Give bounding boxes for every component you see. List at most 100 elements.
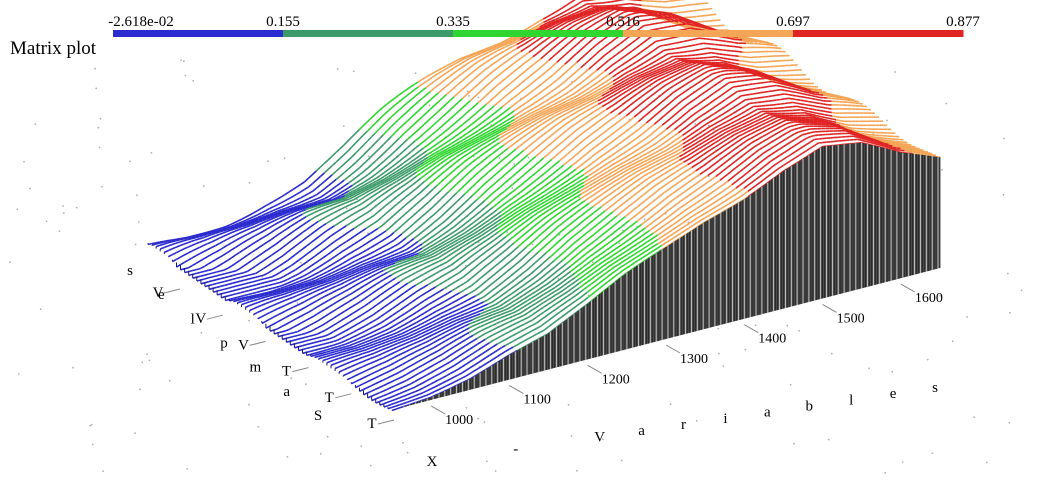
surface-line xyxy=(644,77,650,81)
surface-line xyxy=(433,226,439,231)
surface-line xyxy=(684,10,689,13)
surface-line xyxy=(432,211,438,216)
grid-dot xyxy=(267,160,269,163)
surface-line xyxy=(319,280,325,283)
surface-line xyxy=(486,131,492,136)
grid-dot xyxy=(137,221,140,223)
surface-line xyxy=(567,39,573,44)
surface-line xyxy=(304,186,310,190)
surface-line xyxy=(591,22,597,27)
surface-line xyxy=(465,61,470,66)
surface-line xyxy=(317,202,322,206)
surface-line xyxy=(577,104,583,109)
grid-dot xyxy=(150,152,153,154)
surface-line xyxy=(753,38,758,42)
surface-line xyxy=(398,259,404,263)
surface-line xyxy=(458,116,464,121)
surface-line xyxy=(625,93,631,97)
surface-line xyxy=(459,148,465,153)
surface-line xyxy=(576,82,582,87)
surface-line xyxy=(216,285,221,289)
surface-line xyxy=(317,212,323,217)
surface-line xyxy=(261,213,267,217)
surface-line xyxy=(251,257,256,262)
surface-line xyxy=(203,255,209,260)
surface-line xyxy=(579,16,585,20)
surface-line xyxy=(405,86,411,91)
surface-line xyxy=(535,168,541,174)
surface-line xyxy=(227,242,232,246)
surface-line xyxy=(323,168,329,174)
surface-line xyxy=(555,25,561,30)
surface-line xyxy=(340,303,346,308)
surface-line xyxy=(492,45,498,50)
surface-line xyxy=(341,198,346,201)
surface-line xyxy=(429,235,435,240)
surface-line xyxy=(559,164,565,169)
surface-line xyxy=(432,185,438,190)
surface-line xyxy=(558,11,564,16)
surface-line xyxy=(493,101,499,107)
surface-line xyxy=(424,217,430,223)
surface-line xyxy=(359,270,364,274)
surface-line xyxy=(528,48,534,54)
surface-line xyxy=(338,266,344,271)
surface-line xyxy=(528,198,534,203)
surface-line xyxy=(508,39,513,43)
surface-line xyxy=(453,236,459,240)
surface-line xyxy=(216,277,221,281)
surface-line xyxy=(452,216,458,222)
surface-line xyxy=(500,55,506,59)
surface-line xyxy=(297,218,303,223)
surface-line xyxy=(305,203,310,207)
grid-dot xyxy=(827,438,830,441)
surface-line xyxy=(316,310,322,315)
surface-line xyxy=(498,129,504,134)
surface-line xyxy=(586,9,592,13)
surface-line xyxy=(671,42,676,45)
surface-line xyxy=(363,268,368,272)
surface-line xyxy=(544,188,549,193)
surface-line xyxy=(362,254,367,259)
surface-line xyxy=(609,103,615,108)
surface-line xyxy=(371,297,377,302)
surface-line xyxy=(390,113,396,118)
surface-line xyxy=(649,93,655,98)
surface-line xyxy=(248,281,253,284)
surface-line xyxy=(221,295,226,299)
surface-line xyxy=(420,204,426,210)
surface-line xyxy=(596,84,602,88)
surface-line xyxy=(310,262,316,267)
surface-line xyxy=(492,50,498,54)
grid-dot xyxy=(477,417,479,420)
surface-line xyxy=(245,304,250,308)
surface-line xyxy=(387,279,393,284)
surface-line xyxy=(280,289,285,293)
surface-line xyxy=(374,248,379,253)
surface-line xyxy=(257,214,263,219)
surface-line xyxy=(333,230,339,235)
surface-line xyxy=(411,158,417,163)
surface-line xyxy=(211,239,216,243)
grid-dot xyxy=(290,377,293,380)
surface-line xyxy=(359,144,365,150)
surface-line xyxy=(175,239,180,242)
surface-line xyxy=(609,98,615,103)
surface-line xyxy=(635,44,641,49)
surface-line xyxy=(183,238,188,242)
surface-line xyxy=(244,286,249,289)
surface-line xyxy=(681,24,686,28)
surface-line xyxy=(376,186,382,191)
surface-line xyxy=(371,267,376,271)
surface-line xyxy=(419,163,425,168)
surface-line xyxy=(305,205,310,208)
surface-line xyxy=(518,121,524,126)
surface-line xyxy=(718,53,724,56)
surface-line xyxy=(523,185,529,190)
surface-line xyxy=(492,217,498,222)
surface-line xyxy=(500,42,505,46)
surface-line xyxy=(234,229,240,233)
surface-line xyxy=(416,168,421,173)
surface-line xyxy=(432,193,438,199)
surface-line xyxy=(355,267,360,271)
